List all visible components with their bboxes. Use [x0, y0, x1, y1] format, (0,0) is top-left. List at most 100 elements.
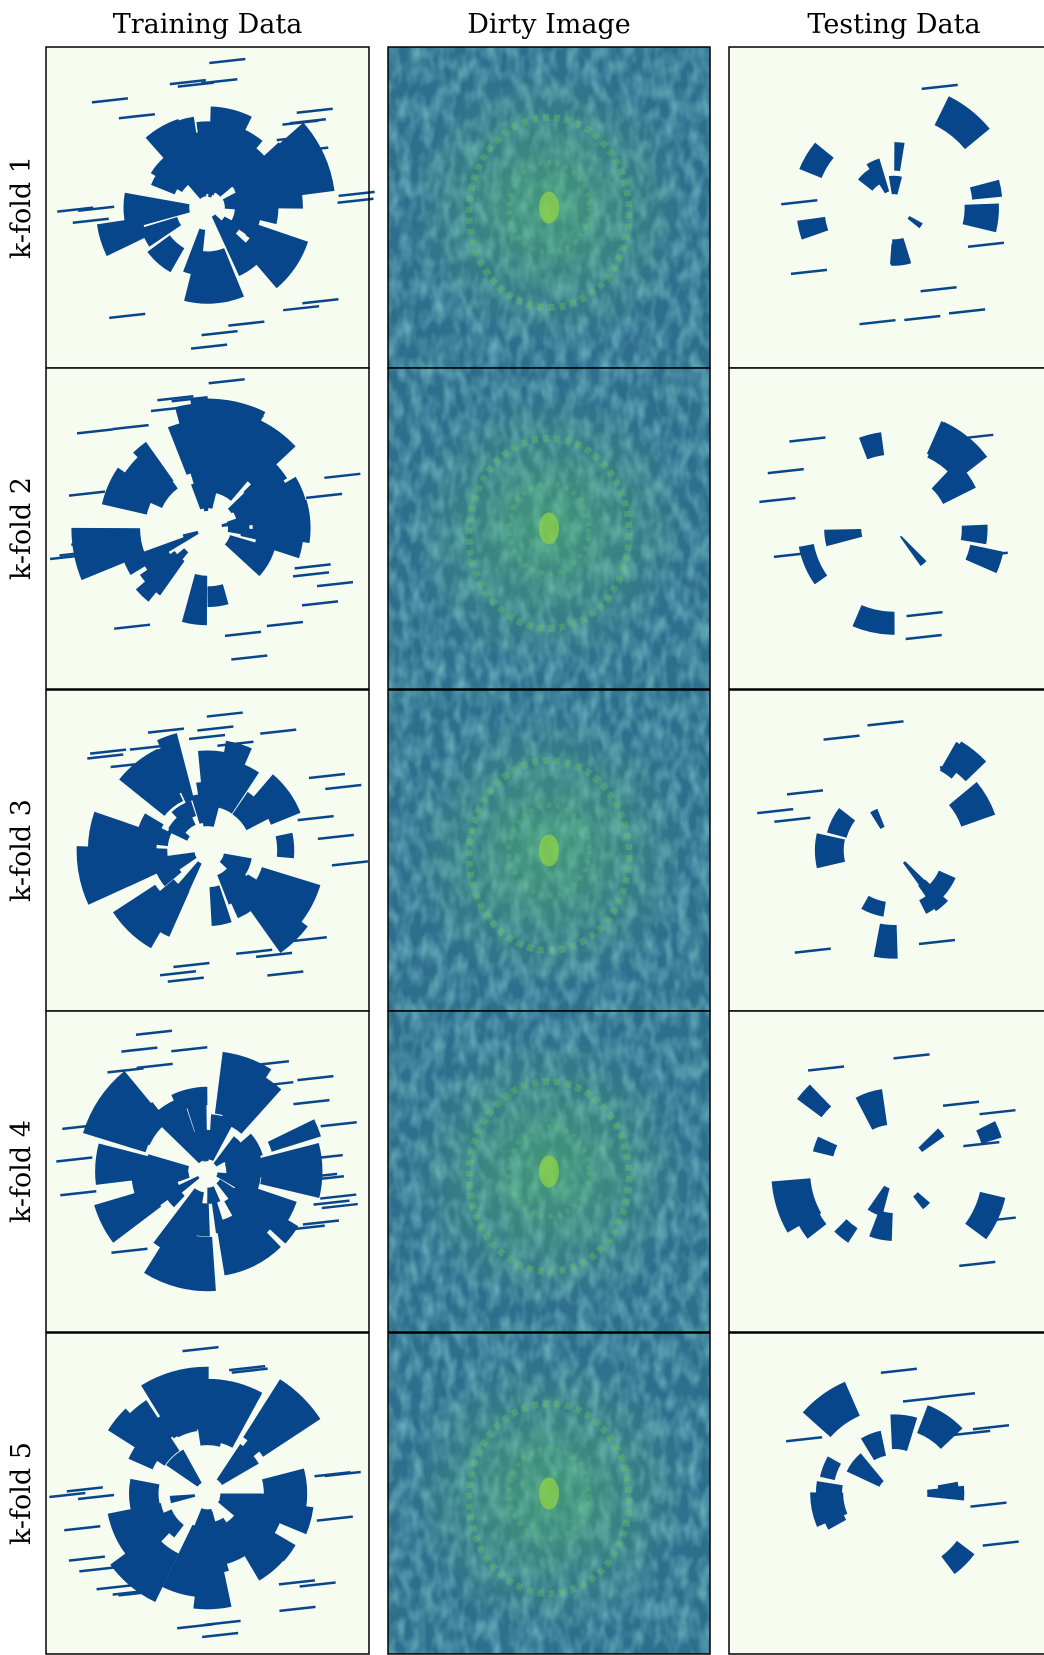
panel-frame: [728, 1010, 1044, 1333]
uv-sector: [821, 1508, 847, 1530]
uv-track: [276, 1415, 313, 1422]
uv-sector: [976, 1121, 1002, 1144]
row-label: k-fold 3: [6, 799, 37, 902]
uv-bg: [729, 1011, 1044, 1332]
uv-track: [292, 146, 329, 153]
uv-sector: [918, 1128, 945, 1152]
uv-track: [257, 1080, 294, 1088]
uv-track: [776, 1200, 813, 1207]
uv-sector: [234, 420, 296, 487]
uv-track: [171, 1045, 208, 1053]
uv-track: [209, 57, 246, 65]
uv-track: [236, 948, 273, 956]
uv-track: [167, 976, 204, 983]
uv-sector: [213, 1136, 246, 1167]
row-label: k-fold 2: [6, 477, 37, 580]
uv-sector: [918, 879, 948, 912]
uv-track: [279, 1605, 316, 1613]
uv-track: [288, 1224, 325, 1231]
uv-sector: [207, 1186, 221, 1204]
uv-track: [57, 206, 94, 213]
uv-sector: [827, 808, 856, 838]
uv-sector: [926, 421, 970, 467]
panel: [45, 46, 375, 369]
uv-track: [807, 1065, 845, 1072]
uv-sector: [95, 1143, 153, 1185]
uv-sector: [224, 1197, 242, 1217]
uv-sector: [192, 1129, 212, 1162]
uv-track: [789, 436, 826, 443]
uv-track: [231, 1367, 268, 1374]
uv-track: [902, 1396, 940, 1403]
panel: [728, 1010, 1044, 1333]
glow: [409, 1031, 689, 1312]
uv-track: [296, 107, 333, 114]
uv-sector: [254, 122, 335, 200]
uv-sector: [232, 791, 271, 831]
uv-sector: [220, 216, 242, 237]
column-title: Dirty Image: [467, 9, 631, 40]
uv-sector: [869, 1210, 893, 1241]
uv-sector: [216, 1172, 261, 1199]
uv-track: [757, 807, 794, 815]
uv-sector: [151, 1096, 204, 1164]
uv-sector: [260, 1143, 323, 1198]
uv-track: [920, 286, 957, 293]
uv-track: [967, 241, 1005, 248]
uv-track: [859, 318, 896, 326]
panel: [45, 689, 370, 1012]
uv-track: [306, 1153, 343, 1161]
uv-sector: [970, 179, 1003, 200]
uv-track: [49, 1491, 86, 1499]
uv-sector: [157, 733, 195, 803]
uv-track: [77, 1493, 115, 1501]
uv-track: [129, 744, 167, 751]
uv-track: [317, 833, 354, 841]
uv-track: [786, 789, 824, 796]
panel: [387, 1332, 711, 1655]
uv-track: [228, 320, 265, 327]
uv-track: [201, 329, 238, 337]
uv-track: [773, 551, 811, 559]
uv-track: [59, 550, 96, 557]
uv-sector: [186, 1103, 207, 1137]
uv-sector: [824, 529, 863, 547]
panel: [387, 46, 711, 369]
uv-sector: [275, 832, 295, 859]
uv-track: [188, 733, 226, 741]
uv-track: [959, 1260, 996, 1268]
uv-sector: [859, 432, 885, 460]
uv-sector: [267, 1119, 321, 1152]
uv-sector: [179, 1550, 201, 1591]
uv-sector: [834, 1219, 858, 1243]
uv-track: [302, 1219, 340, 1226]
uv-track: [76, 428, 114, 435]
uv-track: [905, 633, 942, 641]
uv-track: [963, 1140, 1000, 1148]
uv-track: [68, 1555, 106, 1562]
uv-sector: [133, 441, 174, 487]
panel-frame: [728, 1332, 1044, 1655]
panel: [387, 689, 711, 1012]
uv-sector: [152, 1376, 198, 1438]
uv-sector: [158, 132, 207, 199]
uv-sector: [802, 1381, 860, 1438]
uv-sector: [810, 1492, 848, 1527]
uv-track: [324, 1470, 361, 1478]
uv-track: [118, 112, 156, 120]
uv-sector: [231, 142, 294, 193]
uv-bg: [729, 690, 1044, 1011]
uv-sector: [227, 463, 288, 514]
uv-track: [62, 1123, 99, 1131]
uv-sector: [861, 895, 886, 917]
uv-track: [893, 1053, 930, 1060]
uv-sector: [965, 1191, 1006, 1240]
uv-track: [283, 304, 320, 312]
uv-sector: [962, 203, 999, 233]
uv-bg: [46, 47, 369, 368]
uv-track: [880, 1367, 918, 1374]
uv-track: [320, 1120, 357, 1128]
uv-sector: [87, 811, 143, 879]
uv-track: [759, 496, 796, 504]
uv-track: [49, 553, 87, 561]
